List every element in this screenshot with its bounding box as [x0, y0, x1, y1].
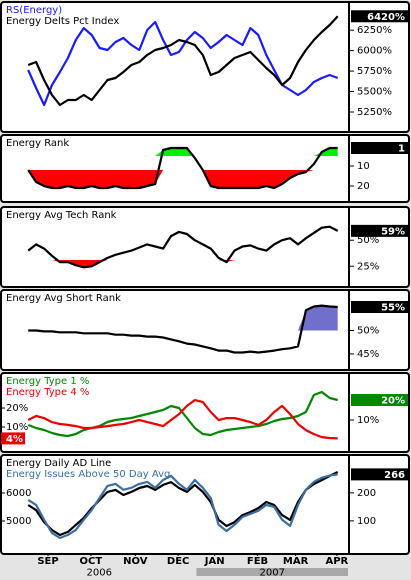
y-tick-label: 50%: [357, 325, 379, 336]
x-tick-label: JAN: [204, 556, 225, 567]
value-box: [351, 301, 408, 314]
plot: [27, 471, 339, 540]
panel-frame: [0, 454, 410, 555]
plot: [27, 15, 339, 107]
year-band: [196, 568, 348, 576]
value-label: 59%: [381, 226, 405, 237]
value-label: 4%: [6, 434, 23, 445]
y-tick-label: 6250%: [357, 25, 392, 36]
y-tick-label: 20: [357, 181, 370, 192]
legend-entry: Energy Type 4 %: [6, 387, 89, 398]
legend-entry: RS(Energy): [6, 5, 62, 16]
value-box: [351, 142, 408, 154]
value-box: [351, 468, 408, 481]
value-label: 20%: [381, 396, 405, 407]
value-box: [1, 432, 25, 445]
y-tick-label: 50%: [357, 235, 379, 246]
series-line: [27, 473, 338, 540]
y-tick-label: 10%: [357, 415, 379, 426]
fill-area: [28, 148, 338, 156]
y-tick-label: 5500%: [357, 87, 392, 98]
fill-area: [28, 305, 338, 331]
x-tick-label: MAR: [283, 556, 309, 567]
plot: [27, 146, 338, 190]
legend-entry: Energy Issues Above 50 Day Avg: [6, 469, 170, 480]
y2-tick-label: 5000: [6, 516, 31, 527]
legend-entry: Energy Avg Tech Rank: [6, 210, 117, 221]
year-band: [2, 568, 197, 576]
y2-tick-label: 10%: [6, 422, 28, 433]
x-tick-label: NOV: [123, 556, 148, 567]
year-label: 2007: [259, 568, 284, 577]
y-tick-label: 200: [357, 488, 376, 499]
y-tick-label: 5750%: [357, 66, 392, 77]
value-box: [351, 10, 408, 23]
plot: [27, 225, 339, 269]
value-label: 1: [398, 144, 405, 155]
y2-tick-label: 20%: [6, 403, 28, 414]
value-label: 55%: [381, 303, 405, 314]
value-box: [351, 224, 408, 237]
fill-area: [28, 170, 338, 188]
y-tick-label: 6000%: [357, 46, 392, 57]
y2-tick-label: 6000: [6, 488, 31, 499]
series-line: [28, 304, 338, 354]
x-tick-label: APR: [325, 556, 348, 567]
y-tick-label: 5250%: [357, 107, 392, 118]
y-tick-label: 100: [357, 516, 376, 527]
x-tick-label: DEC: [167, 556, 189, 567]
series-line: [27, 471, 339, 537]
legend-entry: Energy Type 1 %: [6, 376, 89, 387]
panel-frame: [0, 206, 410, 288]
legend-entry: Energy Rank: [6, 138, 69, 149]
y-tick-label: 25%: [357, 261, 379, 272]
panel-frame: [0, 372, 410, 453]
year-label: 2006: [86, 568, 111, 577]
value-label: 266: [384, 470, 405, 481]
series-line: [27, 146, 338, 190]
series-line: [27, 225, 339, 269]
plot: [28, 304, 338, 354]
value-box: [351, 394, 408, 406]
x-tick-label: SEP: [37, 556, 58, 567]
series-line: [27, 15, 339, 107]
y-tick-label: 10: [357, 161, 370, 172]
x-tick-label: FEB: [247, 556, 268, 567]
x-tick-label: OCT: [80, 556, 103, 567]
series-line: [27, 390, 338, 438]
value-label: 6420%: [367, 12, 405, 23]
y-tick-label: 45%: [357, 349, 379, 360]
series-line: [27, 20, 339, 107]
plot: [27, 390, 338, 440]
series-line: [27, 399, 338, 440]
panel-frame: [0, 1, 410, 133]
legend-entry: Energy Delts Pct Index: [6, 16, 119, 27]
legend-entry: Energy Avg Short Rank: [6, 293, 121, 304]
legend-entry: Energy Daily AD Line: [6, 458, 111, 469]
